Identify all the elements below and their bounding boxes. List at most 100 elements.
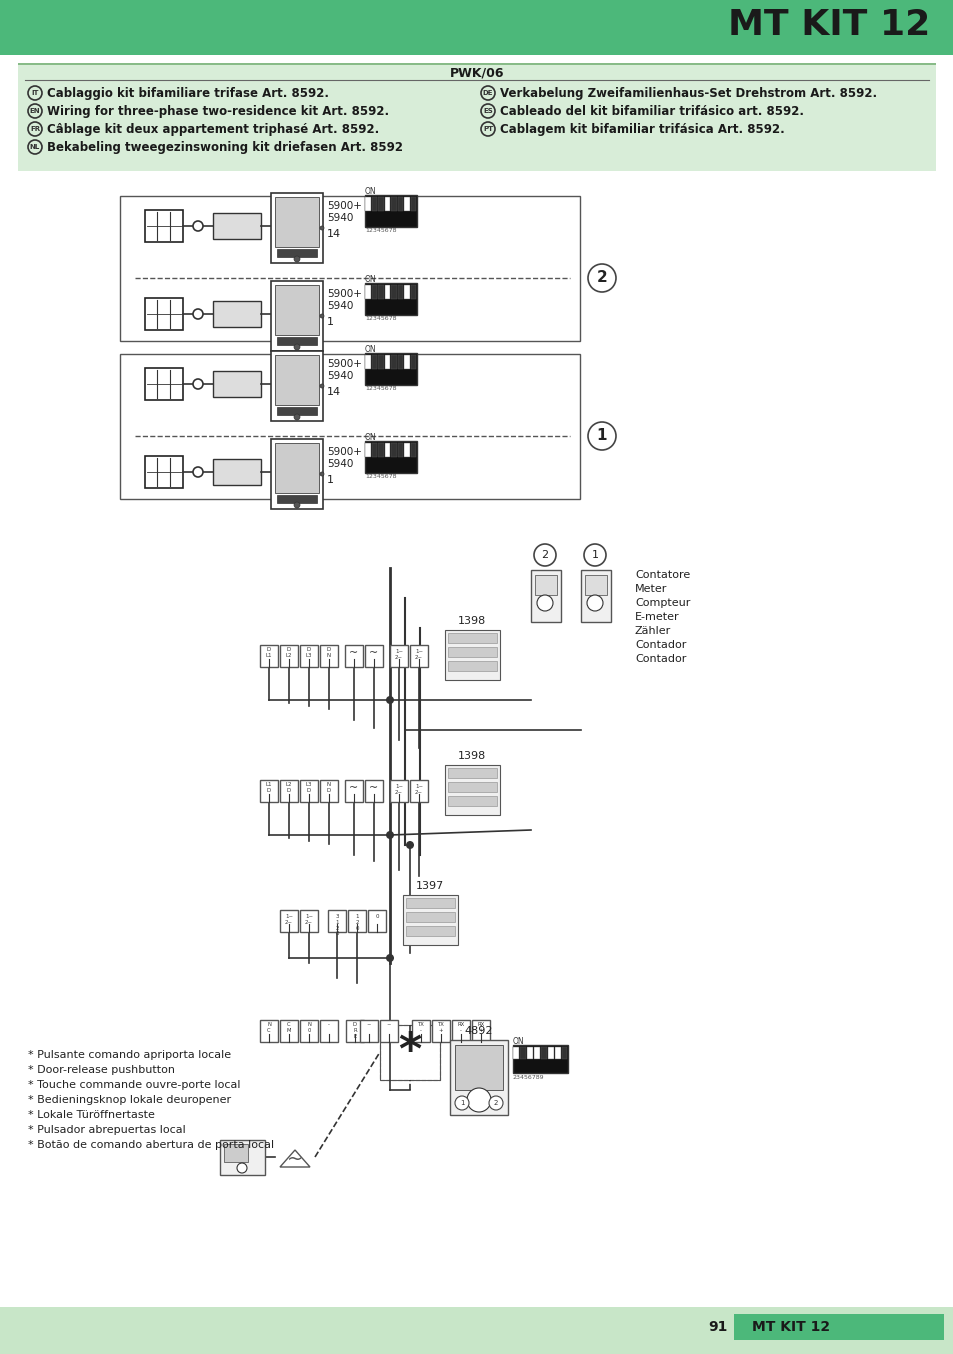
Bar <box>412 1020 430 1043</box>
Circle shape <box>294 256 299 263</box>
Bar <box>213 301 261 328</box>
Bar <box>448 634 497 643</box>
Bar <box>378 443 384 458</box>
Text: ~: ~ <box>386 1022 391 1026</box>
Bar <box>0 171 953 1304</box>
Bar <box>346 1020 364 1043</box>
Bar <box>379 1025 439 1080</box>
Text: 5900+
5940: 5900+ 5940 <box>327 288 361 310</box>
Bar <box>378 284 384 299</box>
Bar <box>378 355 384 370</box>
Bar <box>391 355 396 370</box>
Bar <box>274 443 318 493</box>
Bar <box>145 456 183 487</box>
Text: * Pulsante comando apriporta locale: * Pulsante comando apriporta locale <box>28 1049 231 1060</box>
Text: ~: ~ <box>369 649 378 658</box>
Bar <box>411 443 416 458</box>
Bar <box>345 780 363 802</box>
Bar <box>410 780 428 802</box>
Bar <box>584 575 606 594</box>
Text: * Door-release pushbutton: * Door-release pushbutton <box>28 1066 174 1075</box>
Text: RX
-: RX - <box>456 1022 464 1033</box>
Bar <box>365 355 371 370</box>
Bar <box>391 284 396 299</box>
Bar <box>513 1047 518 1059</box>
Text: 2: 2 <box>541 550 548 561</box>
Bar <box>365 353 416 385</box>
Text: ON: ON <box>365 433 376 441</box>
Text: MT KIT 12: MT KIT 12 <box>751 1320 829 1334</box>
Bar <box>365 780 382 802</box>
Bar <box>448 768 497 779</box>
Text: Compteur: Compteur <box>635 598 690 608</box>
Text: 1: 1 <box>591 550 598 561</box>
Text: *: * <box>398 1030 421 1074</box>
Bar <box>319 1020 337 1043</box>
Bar <box>220 1140 265 1175</box>
Text: Cablaggio kit bifamiliare trifase Art. 8592.: Cablaggio kit bifamiliare trifase Art. 8… <box>47 87 329 100</box>
Bar <box>365 196 371 211</box>
Text: Câblage kit deux appartement triphasé Art. 8592.: Câblage kit deux appartement triphasé Ar… <box>47 123 379 135</box>
Text: 5900+
5940: 5900+ 5940 <box>327 447 361 468</box>
Text: D
L3: D L3 <box>305 647 312 658</box>
Bar <box>213 213 261 240</box>
Bar <box>365 195 416 227</box>
Bar <box>404 443 410 458</box>
Text: * Lokale Türöffnertaste: * Lokale Türöffnertaste <box>28 1110 154 1120</box>
Bar <box>260 645 277 668</box>
Bar <box>274 196 318 246</box>
Circle shape <box>386 955 394 961</box>
Text: TX
-: TX - <box>417 1022 424 1033</box>
Bar <box>455 1045 502 1090</box>
Text: L3
D: L3 D <box>305 783 312 793</box>
Text: MT KIT 12: MT KIT 12 <box>727 8 929 42</box>
Text: C
M: C M <box>287 1022 291 1033</box>
Bar <box>406 898 455 909</box>
Text: 12345678: 12345678 <box>365 386 396 391</box>
Bar <box>271 351 323 421</box>
Bar <box>448 796 497 806</box>
Bar <box>276 249 316 257</box>
Bar <box>271 439 323 509</box>
Text: 1~
2~: 1~ 2~ <box>395 649 402 659</box>
Bar <box>224 1144 248 1162</box>
Bar <box>432 1020 450 1043</box>
Bar <box>391 443 396 458</box>
Bar <box>733 1313 943 1340</box>
Bar <box>120 353 579 500</box>
Text: 1~
2~: 1~ 2~ <box>305 914 313 925</box>
Bar <box>372 355 377 370</box>
Circle shape <box>193 221 203 232</box>
Text: 1
2
0: 1 2 0 <box>355 914 358 930</box>
Text: N
D: N D <box>327 783 331 793</box>
Bar <box>385 443 390 458</box>
Bar <box>531 570 560 621</box>
Bar <box>348 910 366 932</box>
Circle shape <box>467 1089 491 1112</box>
Bar <box>404 196 410 211</box>
Bar <box>535 575 557 594</box>
Text: DE: DE <box>482 89 493 96</box>
Bar <box>280 780 297 802</box>
Text: E-meter: E-meter <box>635 612 679 621</box>
Bar <box>390 780 408 802</box>
Bar <box>406 913 455 922</box>
Text: Meter: Meter <box>635 584 667 594</box>
Bar <box>448 783 497 792</box>
Text: L2
D: L2 D <box>286 783 292 793</box>
Bar <box>404 284 410 299</box>
Bar <box>397 284 403 299</box>
Text: ~: ~ <box>366 1022 371 1026</box>
Text: Contador: Contador <box>635 640 685 650</box>
Text: -: - <box>328 1022 330 1026</box>
Text: N
0: N 0 <box>307 1022 311 1033</box>
Text: Cablagem kit bifamiliar trifásica Art. 8592.: Cablagem kit bifamiliar trifásica Art. 8… <box>499 123 784 135</box>
Text: ~: ~ <box>349 783 358 793</box>
Bar <box>280 645 297 668</box>
Bar <box>390 645 408 668</box>
Circle shape <box>583 544 605 566</box>
Text: Verkabelung Zweifamilienhaus-Set Drehstrom Art. 8592.: Verkabelung Zweifamilienhaus-Set Drehstr… <box>499 87 876 100</box>
Text: ON: ON <box>365 275 376 284</box>
Bar <box>18 64 935 65</box>
Bar <box>120 196 579 341</box>
